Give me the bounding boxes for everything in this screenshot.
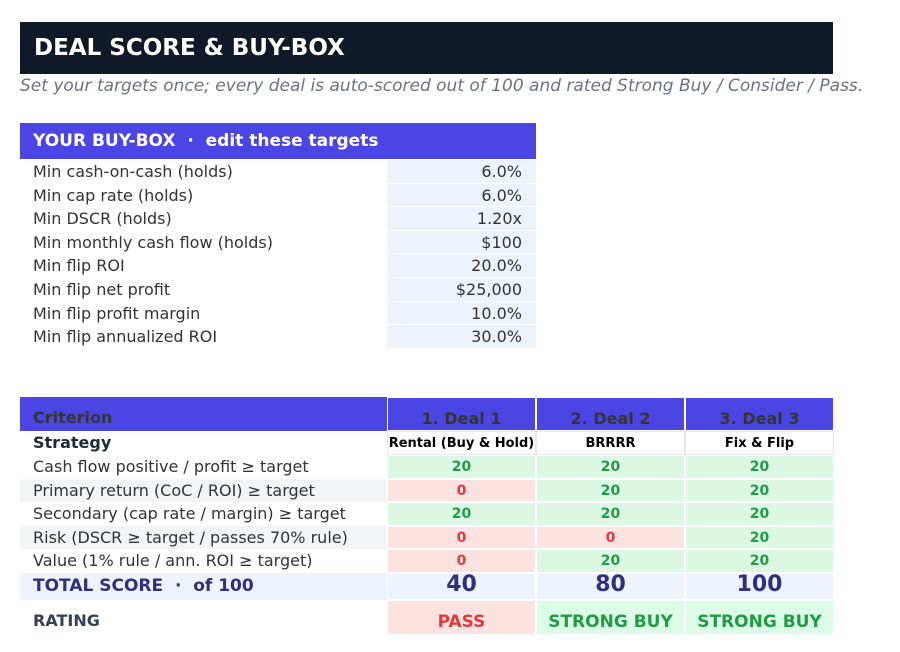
target-value: 6.0%: [387, 160, 536, 184]
target-value: 1.20x: [387, 207, 536, 231]
rating: PASS: [387, 600, 536, 635]
criterion-score: 20: [387, 455, 536, 479]
rating: STRONG BUY: [536, 600, 685, 635]
criterion-score: 20: [685, 502, 834, 526]
criterion-score: 20: [685, 478, 834, 503]
buybox-row: Min flip annualized ROI 30.0%: [20, 325, 536, 349]
criterion-label: Secondary (cap rate / margin) ≥ target: [33, 504, 346, 524]
target-value: 10.0%: [387, 301, 536, 326]
criterion-row: Secondary (cap rate / margin) ≥ target 20…: [20, 502, 834, 526]
header-cell: 3. Deal 3: [685, 397, 834, 431]
criterion-label: Primary return (CoC / ROI) ≥ target: [20, 478, 387, 503]
strategy-row: Strategy Rental (Buy & Hold) BRRRR Fix &…: [20, 431, 834, 455]
total-score: 40: [387, 573, 536, 600]
criterion-row: Risk (DSCR ≥ target / passes 70% rule) 0 0…: [20, 525, 834, 550]
title: DEAL SCORE & BUY-BOX: [20, 22, 833, 74]
buybox-row: Min flip profit margin 10.0%: [20, 301, 536, 326]
buybox-title: YOUR BUY-BOX · edit these targets: [20, 123, 536, 159]
criterion-score: 20: [387, 502, 536, 526]
criterion-score: 0: [536, 525, 685, 550]
criterion-score: 20: [685, 549, 834, 573]
criterion-score: 20: [536, 549, 685, 573]
criterion-score: 20: [536, 455, 685, 479]
strategy-cell: BRRRR: [536, 431, 685, 455]
buybox-row: Min cap rate (holds) 6.0%: [20, 183, 536, 208]
criterion-score: 20: [685, 525, 834, 550]
header-cell: 2. Deal 2: [536, 397, 685, 431]
strategy-label: Strategy: [33, 433, 112, 452]
subtitle: Set your targets once; every deal is aut…: [20, 76, 864, 96]
target-label: Min monthly cash flow (holds): [33, 232, 273, 252]
criterion-label: Risk (DSCR ≥ target / passes 70% rule): [20, 525, 387, 550]
target-label: Min flip net profit: [33, 280, 171, 299]
target-label: Min flip ROI: [33, 256, 125, 276]
buybox-row: Min monthly cash flow (holds) $100: [20, 230, 536, 255]
buybox-row: Min DSCR (holds) 1.20x: [20, 207, 536, 231]
target-value: 30.0%: [387, 325, 536, 349]
criterion-score: 20: [536, 478, 685, 503]
total-label: TOTAL SCORE · of 100: [33, 576, 254, 596]
target-label: Min flip profit margin: [33, 303, 201, 323]
buybox-row: Min flip net profit $25,000: [20, 278, 536, 302]
criterion-score: 20: [536, 502, 685, 526]
criterion-row: Cash flow positive / profit ≥ target 20 20…: [20, 455, 834, 479]
criterion-score: 0: [387, 478, 536, 503]
rating-row: RATING PASS STRONG BUY STRONG BUY: [20, 600, 834, 635]
rating-label: RATING: [33, 611, 100, 630]
header-cell: 1. Deal 1: [387, 397, 536, 431]
criterion-row: Value (1% rule / ann. ROI ≥ target) 0 20 20: [20, 549, 834, 573]
target-value: 6.0%: [387, 183, 536, 208]
total-score: 100: [685, 573, 834, 600]
target-label: Min cash-on-cash (holds): [33, 162, 233, 181]
target-label: Min cap rate (holds): [33, 185, 194, 205]
total-score: 80: [536, 573, 685, 600]
criterion-label: Cash flow positive / profit ≥ target: [33, 457, 309, 476]
target-label: Min flip annualized ROI: [33, 327, 218, 347]
target-value: $100: [387, 230, 536, 255]
buybox-row: Min cash-on-cash (holds) 6.0%: [20, 160, 536, 184]
criterion-row: Primary return (CoC / ROI) ≥ target 0 20 20: [20, 478, 834, 503]
target-value: 20.0%: [387, 254, 536, 278]
strategy-cell: Rental (Buy & Hold): [387, 431, 536, 455]
score-header: Criterion 1. Deal 1 2. Deal 2 3. Deal 3: [20, 397, 834, 431]
strategy-cell: Fix & Flip: [685, 431, 834, 455]
target-value: $25,000: [387, 278, 536, 302]
criterion-score: 0: [387, 549, 536, 573]
criterion-label: Value (1% rule / ann. ROI ≥ target): [33, 551, 313, 571]
rating: STRONG BUY: [685, 600, 834, 635]
criterion-score: 0: [387, 525, 536, 550]
total-row: TOTAL SCORE · of 100 40 80 100: [20, 573, 834, 600]
target-label: Min DSCR (holds): [33, 209, 172, 229]
buybox-row: Min flip ROI 20.0%: [20, 254, 536, 278]
header-cell: Criterion: [33, 408, 113, 427]
criterion-score: 20: [685, 455, 834, 479]
